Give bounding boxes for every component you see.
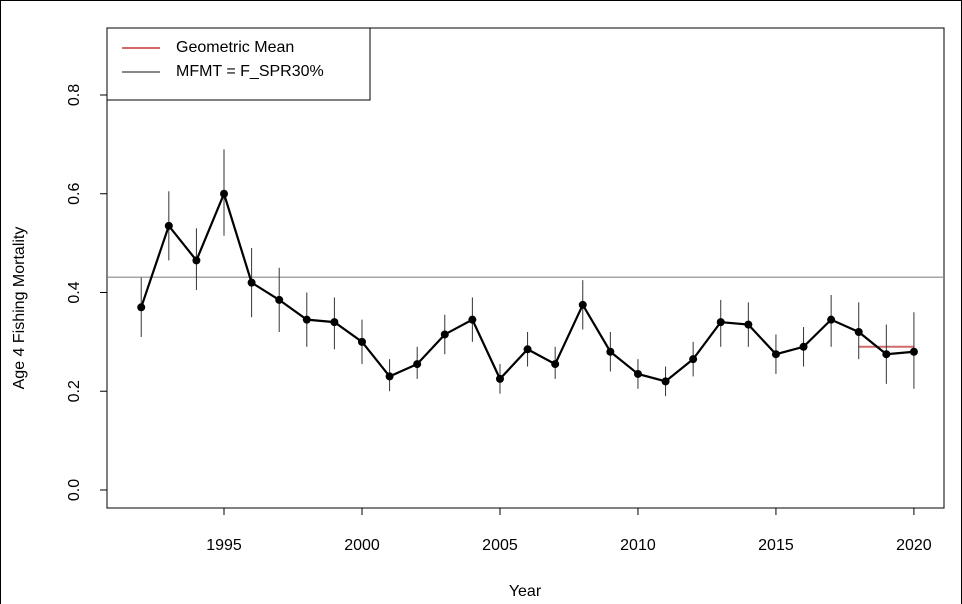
point xyxy=(661,377,670,386)
point xyxy=(413,360,422,369)
y-tick-label: 0.0 xyxy=(66,479,83,501)
point xyxy=(164,221,173,230)
y-tick-label: 0.6 xyxy=(66,183,83,205)
y-axis-label: Age 4 Fishing Mortality xyxy=(11,227,28,390)
point xyxy=(440,330,449,339)
y-tick-label: 0.8 xyxy=(66,84,83,106)
point xyxy=(771,350,780,359)
point xyxy=(827,315,836,324)
point xyxy=(357,337,366,346)
point xyxy=(385,372,394,381)
x-tick-label: 1995 xyxy=(206,537,242,554)
point xyxy=(247,278,256,287)
x-tick-label: 2020 xyxy=(896,537,932,554)
point xyxy=(523,345,532,354)
x-tick-label: 2015 xyxy=(758,537,794,554)
point xyxy=(799,342,808,351)
legend-box xyxy=(106,27,371,101)
point xyxy=(882,350,891,359)
point xyxy=(220,189,229,198)
point xyxy=(302,315,311,324)
legend-label: Geometric Mean xyxy=(176,39,294,56)
plot-box xyxy=(106,27,945,509)
point xyxy=(633,369,642,378)
point xyxy=(854,327,863,336)
x-tick-label: 2005 xyxy=(482,537,518,554)
x-axis-label: Year xyxy=(509,583,542,600)
point xyxy=(330,318,339,327)
point xyxy=(468,315,477,324)
y-tick-label: 0.4 xyxy=(66,281,83,303)
point xyxy=(192,256,201,265)
point xyxy=(606,347,615,356)
point xyxy=(744,320,753,329)
point xyxy=(551,360,560,369)
x-tick-label: 2010 xyxy=(620,537,656,554)
x-tick-label: 2000 xyxy=(344,537,380,554)
point xyxy=(689,355,698,364)
y-tick-label: 0.2 xyxy=(66,380,83,402)
point xyxy=(578,300,587,309)
point xyxy=(495,374,504,383)
point xyxy=(137,303,146,312)
point xyxy=(275,295,284,304)
point xyxy=(716,318,725,327)
legend-label: MFMT = F_SPR30% xyxy=(176,63,324,80)
point xyxy=(909,347,918,356)
